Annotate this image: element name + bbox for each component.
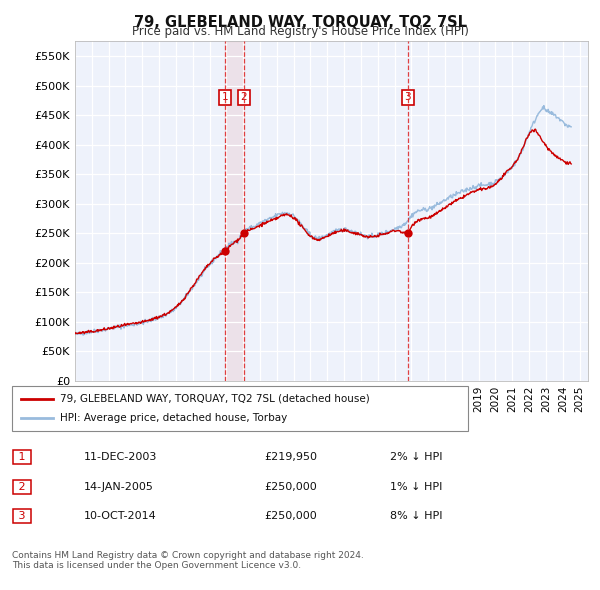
Text: 1: 1 — [222, 93, 229, 102]
Text: HPI: Average price, detached house, Torbay: HPI: Average price, detached house, Torb… — [60, 414, 287, 423]
Text: 2: 2 — [241, 93, 247, 102]
Text: 79, GLEBELAND WAY, TORQUAY, TQ2 7SL (detached house): 79, GLEBELAND WAY, TORQUAY, TQ2 7SL (det… — [60, 394, 370, 404]
Text: 14-JAN-2005: 14-JAN-2005 — [84, 482, 154, 491]
Bar — [226, 41, 244, 381]
Text: 1% ↓ HPI: 1% ↓ HPI — [390, 482, 442, 491]
Text: 79, GLEBELAND WAY, TORQUAY, TQ2 7SL: 79, GLEBELAND WAY, TORQUAY, TQ2 7SL — [133, 15, 467, 30]
Text: 1: 1 — [15, 453, 29, 462]
Text: 2: 2 — [15, 482, 29, 491]
Text: 2% ↓ HPI: 2% ↓ HPI — [390, 453, 443, 462]
Text: £250,000: £250,000 — [264, 482, 317, 491]
Text: 8% ↓ HPI: 8% ↓ HPI — [390, 512, 443, 521]
Text: Price paid vs. HM Land Registry's House Price Index (HPI): Price paid vs. HM Land Registry's House … — [131, 25, 469, 38]
FancyBboxPatch shape — [12, 386, 468, 431]
Text: 3: 3 — [404, 93, 411, 102]
Text: £250,000: £250,000 — [264, 512, 317, 521]
Text: 3: 3 — [15, 512, 29, 521]
Text: 11-DEC-2003: 11-DEC-2003 — [84, 453, 157, 462]
Text: Contains HM Land Registry data © Crown copyright and database right 2024.: Contains HM Land Registry data © Crown c… — [12, 550, 364, 559]
Text: £219,950: £219,950 — [264, 453, 317, 462]
Text: This data is licensed under the Open Government Licence v3.0.: This data is licensed under the Open Gov… — [12, 560, 301, 569]
Text: 10-OCT-2014: 10-OCT-2014 — [84, 512, 157, 521]
